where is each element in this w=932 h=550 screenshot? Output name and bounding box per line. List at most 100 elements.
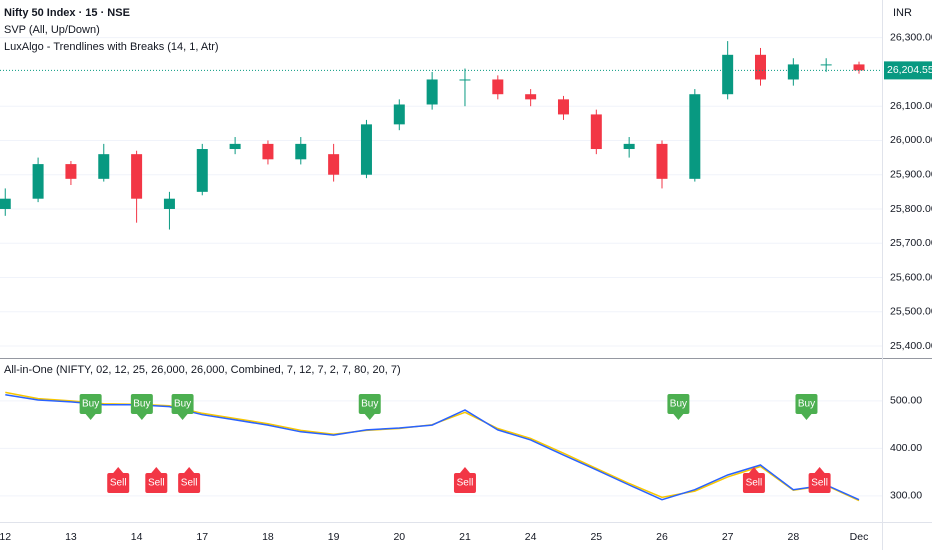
signal-box — [130, 394, 153, 414]
signal-pointer — [177, 414, 188, 420]
signal-pointer — [748, 467, 759, 473]
candle-body — [853, 64, 865, 71]
x-tick-label: Dec — [850, 531, 869, 543]
candle-body — [131, 154, 143, 199]
candle-body — [722, 54, 734, 95]
candle-body — [0, 198, 11, 209]
x-tick-label: 28 — [787, 531, 799, 543]
y-tick-label: 25,800.00 — [890, 203, 932, 215]
signal-box — [808, 473, 831, 493]
overlay: Nifty 50 Index · 15 · NSE SVP (All, Up/D… — [4, 7, 912, 376]
x-tick-label: 21 — [459, 531, 471, 543]
last-price-box — [884, 61, 932, 80]
x-tick-label: 17 — [196, 531, 208, 543]
candle-body — [229, 143, 241, 150]
candle-body — [459, 79, 471, 81]
candle-body — [689, 94, 701, 179]
x-tick-label: 12 — [0, 531, 11, 543]
candle-body — [393, 104, 405, 125]
x-tick-label: 27 — [722, 531, 734, 543]
candle-body — [98, 154, 110, 179]
signal-box — [145, 473, 168, 493]
candle-body — [65, 164, 77, 179]
signal-box — [171, 394, 194, 414]
signal-label: Buy — [174, 399, 191, 410]
y-tick-label: 500.00 — [890, 395, 922, 407]
signal-box — [79, 394, 102, 414]
x-tick-label: 24 — [525, 531, 537, 543]
signal-box — [667, 394, 690, 414]
candle-body — [32, 164, 44, 199]
candle-body — [787, 64, 799, 80]
candle-body — [557, 99, 569, 115]
candle-body — [755, 54, 767, 80]
candle-body — [525, 94, 537, 100]
signal-pointer — [364, 414, 375, 420]
last-price-label: 26,204.55 — [887, 64, 932, 76]
signal-label: Buy — [670, 399, 687, 410]
y-tick-label: 400.00 — [890, 442, 922, 454]
signal-pointer — [151, 467, 162, 473]
y-tick-label: 25,900.00 — [890, 168, 932, 180]
signal-box — [795, 394, 818, 414]
indicator-pane: 300.00 400.00 500.00 Buy Buy Buy Buy Buy Buy Sell… — [0, 391, 922, 543]
y-tick-label: 26,100.00 — [890, 100, 932, 112]
y-tick-label: 26,000.00 — [890, 134, 932, 146]
signal-label: Sell — [811, 478, 828, 489]
candle-body — [328, 154, 340, 175]
x-tick-label: 25 — [590, 531, 602, 543]
candle-body — [426, 79, 438, 105]
signal-pointer — [136, 414, 147, 420]
y-tick-label: 25,700.00 — [890, 237, 932, 249]
x-tick-label: 13 — [65, 531, 77, 543]
signal-pointer — [673, 414, 684, 420]
signal-label: Buy — [798, 399, 815, 410]
signal-pointer — [459, 467, 470, 473]
signal-pointer — [801, 414, 812, 420]
x-tick-label: 19 — [328, 531, 340, 543]
y-tick-label: 25,500.00 — [890, 306, 932, 318]
y-tick-label: 25,400.00 — [890, 340, 932, 352]
indicator-legend: SVP (All, Up/Down) — [4, 24, 100, 36]
signal-label: Sell — [746, 478, 763, 489]
candle-body — [820, 64, 832, 66]
x-tick-label: 26 — [656, 531, 668, 543]
y-tick-label: 26,300.00 — [890, 31, 932, 43]
candle-body — [492, 79, 504, 95]
signal-pointer — [85, 414, 96, 420]
candle-body — [163, 198, 175, 209]
signal-box — [358, 394, 381, 414]
candle-body — [196, 149, 208, 192]
signal-pointer — [184, 467, 195, 473]
x-tick-label: 14 — [131, 531, 143, 543]
indicator-title: All-in-One (NIFTY, 02, 12, 25, 26,000, 2… — [4, 364, 401, 376]
currency: INR — [893, 7, 912, 19]
signal-box — [742, 473, 765, 493]
candle-body — [360, 124, 372, 175]
y-tick-label: 25,600.00 — [890, 271, 932, 283]
signal-box — [107, 473, 130, 493]
y-tick-label: 300.00 — [890, 490, 922, 502]
x-tick-label: 20 — [393, 531, 405, 543]
candle-body — [623, 143, 635, 150]
signal-pointer — [113, 467, 124, 473]
candle-body — [295, 143, 307, 160]
signal-label: Buy — [82, 399, 99, 410]
main-title: Nifty 50 Index · 15 · NSE — [4, 7, 130, 19]
signal-box — [178, 473, 201, 493]
signal-label: Sell — [148, 478, 165, 489]
main-pane: 25,400.00 25,500.00 25,600.00 25,700.00 25,8… — [0, 31, 932, 352]
signal-pointer — [814, 467, 825, 473]
candle-body — [262, 143, 274, 160]
signal-label: Buy — [133, 399, 150, 410]
candle-body — [590, 114, 602, 150]
signal-label: Sell — [110, 478, 127, 489]
candle-body — [656, 143, 668, 179]
signal-box — [453, 473, 476, 493]
indicator-legend: LuxAlgo - Trendlines with Breaks (14, 1,… — [4, 41, 219, 53]
x-tick-label: 18 — [262, 531, 274, 543]
signal-label: Sell — [181, 478, 198, 489]
signal-label: Sell — [457, 478, 474, 489]
